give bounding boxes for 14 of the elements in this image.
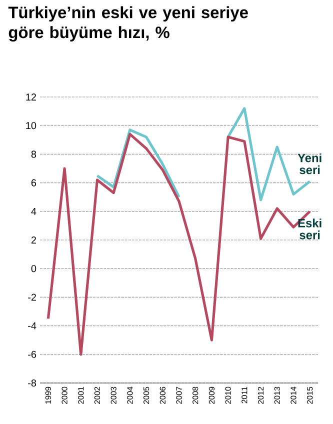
y-tick-label: 0 (31, 265, 36, 272)
series-label: Eski seri (298, 218, 322, 240)
y-tick-label: -8 (28, 379, 36, 387)
y-tick-label: -2 (28, 294, 36, 301)
y-tick-label: 10 (26, 122, 36, 130)
y-tick-label: 12 (26, 94, 36, 100)
y-tick-label: 4 (31, 208, 36, 215)
y-tick-label: -4 (28, 322, 36, 330)
series-label: Yeni seri (298, 153, 322, 174)
chart-title: Türkiye’nin eski ve yeni seriye göre büyüme hızı, % (8, 6, 248, 42)
y-tick-label: 8 (31, 150, 36, 158)
y-tick-label: 6 (31, 179, 36, 186)
y-tick-label: -6 (28, 350, 36, 358)
y-tick-label: 2 (31, 236, 36, 244)
